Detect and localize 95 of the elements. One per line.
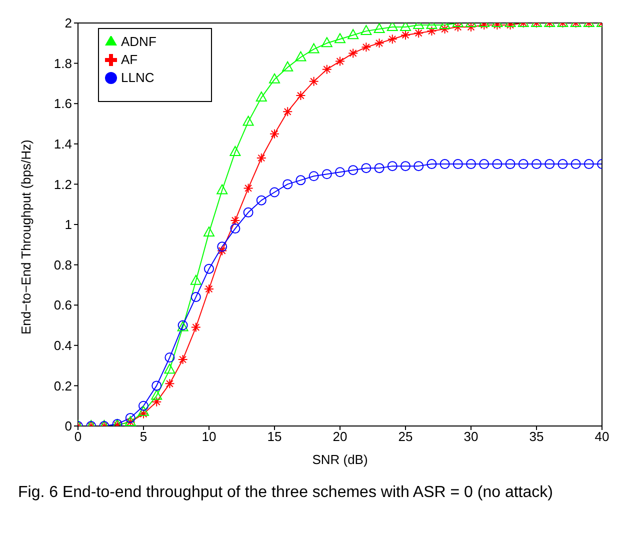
legend-label: ADNF xyxy=(121,34,156,49)
point xyxy=(335,167,345,178)
point xyxy=(256,195,266,206)
point xyxy=(426,26,437,36)
x-tick-label: 5 xyxy=(140,429,148,444)
point xyxy=(178,354,188,365)
point xyxy=(414,28,424,38)
point xyxy=(335,56,345,66)
point xyxy=(452,23,463,32)
y-tick-label: 0.4 xyxy=(54,338,72,354)
point xyxy=(414,161,424,172)
point xyxy=(164,378,175,389)
y-axis-title: End−to−End Throughput (bps/Hz) xyxy=(18,140,34,334)
point xyxy=(387,34,398,44)
point xyxy=(386,23,398,32)
point xyxy=(282,179,293,190)
x-tick-label: 20 xyxy=(332,429,348,444)
point xyxy=(125,412,136,423)
x-tick-label: 15 xyxy=(267,429,282,444)
x-axis-title: SNR (dB) xyxy=(312,452,368,467)
point xyxy=(518,159,528,170)
point xyxy=(308,76,319,86)
point xyxy=(466,23,476,32)
legend-label: AF xyxy=(121,52,138,67)
point xyxy=(230,215,240,226)
point xyxy=(584,159,594,170)
point xyxy=(152,396,162,407)
point xyxy=(400,30,410,40)
x-tick-label: 40 xyxy=(594,429,610,444)
y-tick-label: 1.2 xyxy=(54,176,72,192)
x-tick-label: 30 xyxy=(464,429,478,444)
point xyxy=(190,322,201,332)
point xyxy=(138,400,148,411)
x-tick-label: 0 xyxy=(74,429,82,444)
point xyxy=(270,187,280,198)
y-tick-label: 1.8 xyxy=(54,56,72,71)
point xyxy=(452,159,463,170)
point xyxy=(348,48,358,58)
point xyxy=(256,153,266,164)
point xyxy=(387,161,398,172)
point xyxy=(492,159,502,170)
point xyxy=(426,159,437,170)
point xyxy=(217,246,228,256)
point xyxy=(361,42,372,52)
point xyxy=(400,23,411,32)
point xyxy=(440,24,450,34)
point xyxy=(440,159,450,170)
point xyxy=(204,284,214,294)
y-tick-label: 0.8 xyxy=(54,257,72,272)
point xyxy=(217,242,228,252)
point xyxy=(190,292,201,302)
y-tick-label: 0.2 xyxy=(54,378,72,394)
point xyxy=(308,171,319,182)
point xyxy=(322,64,332,74)
point xyxy=(164,364,176,374)
point xyxy=(190,274,202,285)
y-tick-label: 0 xyxy=(64,418,72,434)
point xyxy=(558,159,568,170)
y-tick-label: 2 xyxy=(64,16,72,31)
x-tick-label: 25 xyxy=(398,429,413,444)
point xyxy=(138,406,149,416)
point xyxy=(505,159,516,170)
point xyxy=(361,163,372,174)
point xyxy=(138,408,148,419)
y-tick-label: 1.4 xyxy=(54,136,72,152)
caption: Fig. 6 End-to-end throughput of the three schemes with ASR = 0 (no attack) xyxy=(17,483,554,503)
point xyxy=(348,165,358,176)
point xyxy=(164,352,175,362)
point xyxy=(400,161,410,172)
point xyxy=(216,184,228,194)
point xyxy=(296,175,306,186)
point xyxy=(479,159,490,170)
point xyxy=(152,380,162,391)
point xyxy=(243,183,254,194)
point xyxy=(374,163,384,174)
point xyxy=(243,207,254,218)
point xyxy=(282,106,293,117)
point xyxy=(532,159,542,170)
point xyxy=(151,390,162,400)
point xyxy=(204,226,214,237)
point xyxy=(230,224,240,234)
point xyxy=(296,90,306,101)
y-tick-label: 1 xyxy=(64,217,72,232)
y-tick-label: 1.6 xyxy=(54,96,72,112)
x-tick-label: 10 xyxy=(202,429,216,444)
legend-label: LLNC xyxy=(121,70,154,85)
y-tick-label: 0.6 xyxy=(54,298,72,313)
x-tick-label: 35 xyxy=(529,429,544,444)
point xyxy=(544,159,555,170)
point xyxy=(204,264,214,274)
point xyxy=(374,38,384,48)
point xyxy=(270,128,280,139)
point xyxy=(322,169,332,180)
point xyxy=(466,159,476,170)
point xyxy=(570,159,581,170)
